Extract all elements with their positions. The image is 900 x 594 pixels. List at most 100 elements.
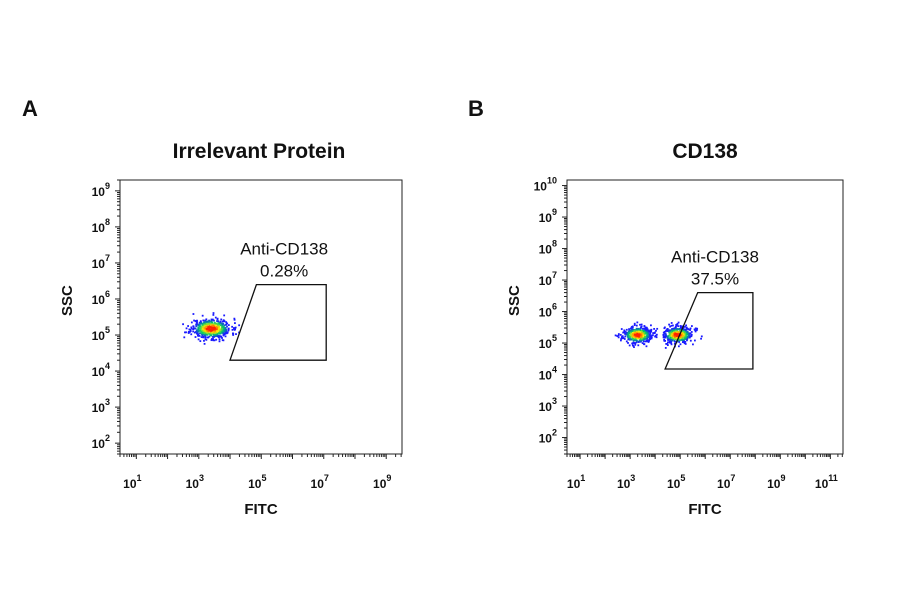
y-tick-label: 108: [539, 239, 557, 257]
event-dot: [647, 336, 649, 338]
event-dot: [195, 331, 197, 333]
gate-polygon[interactable]: [664, 291, 754, 370]
event-dot: [666, 328, 669, 330]
event-dot: [238, 324, 241, 327]
event-dot: [650, 337, 653, 340]
event-dot: [235, 333, 237, 336]
event-dot: [634, 333, 637, 336]
event-dot: [211, 338, 213, 340]
event-dot: [630, 326, 633, 328]
event-dot: [629, 333, 632, 336]
event-dot: [645, 326, 648, 329]
event-dot: [182, 323, 184, 326]
event-dot: [664, 347, 667, 349]
event-dot: [211, 327, 213, 330]
event-dot: [628, 344, 631, 347]
event-dot: [222, 329, 225, 332]
event-dot: [626, 335, 629, 338]
event-dot: [676, 331, 679, 333]
event-dot: [233, 328, 235, 330]
event-dot: [233, 317, 236, 320]
event-dot: [192, 313, 195, 315]
event-dot: [677, 328, 680, 331]
event-dot: [190, 327, 193, 330]
event-dot: [205, 338, 208, 341]
event-dot: [652, 334, 654, 337]
event-dot: [681, 325, 684, 328]
event-dot: [684, 325, 686, 328]
event-dot: [221, 339, 224, 342]
event-dot: [689, 329, 692, 331]
event-dot: [656, 327, 659, 330]
event-dot: [630, 335, 633, 338]
event-dot: [680, 336, 683, 339]
event-dot: [682, 333, 685, 336]
event-dot: [633, 331, 636, 334]
x-tick-label: 105: [667, 473, 685, 491]
event-dot: [195, 329, 198, 332]
event-dot: [694, 330, 697, 333]
event-dot: [211, 318, 214, 321]
event-dot: [210, 319, 213, 322]
event-dot: [199, 328, 202, 331]
event-dot: [197, 327, 200, 329]
event-dot: [197, 333, 200, 336]
event-dot: [227, 324, 230, 326]
event-dot: [683, 342, 686, 345]
event-dot: [197, 328, 200, 330]
event-dot: [647, 329, 650, 332]
event-dot: [209, 326, 212, 329]
event-dot: [674, 332, 677, 335]
event-dot: [679, 336, 681, 338]
event-dot: [211, 336, 214, 338]
event-dot: [646, 333, 649, 336]
event-dot: [663, 338, 666, 341]
event-dot: [208, 335, 211, 338]
event-dot: [669, 325, 672, 328]
event-dot: [640, 337, 643, 340]
event-dot: [621, 337, 624, 340]
event-dot: [199, 332, 201, 335]
event-dot: [670, 343, 673, 346]
event-dot: [218, 338, 221, 341]
event-dot: [681, 338, 684, 341]
event-dot: [664, 330, 667, 333]
event-dot: [679, 330, 681, 333]
event-dot: [201, 334, 204, 337]
event-dot: [195, 323, 198, 326]
event-dot: [672, 329, 675, 332]
event-dot: [204, 321, 207, 323]
event-dot: [621, 336, 624, 339]
event-dot: [216, 323, 219, 326]
gate-polygon[interactable]: [229, 283, 327, 361]
event-dot: [630, 329, 633, 332]
event-dot: [629, 338, 631, 341]
event-dot: [208, 329, 211, 332]
event-dot: [216, 330, 219, 333]
y-tick-label: 109: [92, 181, 110, 199]
event-dot: [654, 335, 656, 338]
event-dot: [209, 333, 212, 336]
event-dot: [686, 339, 688, 342]
event-dot: [670, 332, 673, 335]
event-dot: [202, 335, 205, 338]
event-dot: [687, 333, 690, 336]
event-dot: [204, 330, 207, 333]
event-dot: [196, 331, 199, 334]
event-dot: [624, 335, 627, 338]
event-dot: [617, 333, 620, 335]
event-dot: [203, 331, 206, 334]
event-dot: [689, 339, 692, 342]
event-dot: [185, 327, 188, 330]
event-dot: [686, 327, 689, 330]
x-tick-label: 101: [567, 473, 585, 491]
event-dot: [210, 339, 213, 342]
event-dot: [221, 337, 223, 339]
y-tick-label: 104: [539, 365, 557, 383]
event-dot: [232, 334, 235, 336]
panel-letter-a: A: [22, 96, 38, 121]
x-tick-label: 107: [311, 473, 329, 491]
event-dot: [210, 323, 213, 326]
event-dot: [218, 332, 221, 334]
event-dot: [644, 332, 647, 334]
